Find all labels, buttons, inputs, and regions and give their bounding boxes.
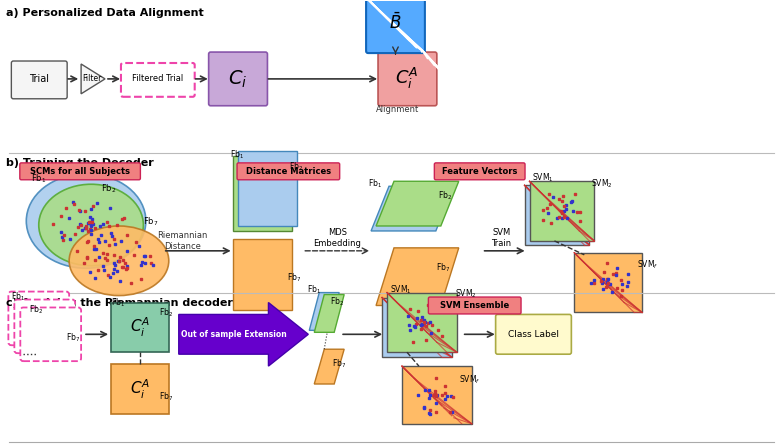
FancyBboxPatch shape [496,314,572,354]
Text: $C^A_i$: $C^A_i$ [130,377,150,401]
Polygon shape [314,294,345,332]
Text: $C_i$: $C_i$ [228,68,247,90]
Bar [111,302,169,352]
Text: Feature Vectors: Feature Vectors [442,167,518,176]
Ellipse shape [69,226,169,296]
Bar [111,364,169,414]
Bar [387,293,456,352]
Text: SVM$_2$: SVM$_2$ [455,288,476,300]
Text: SVM$_1$: SVM$_1$ [532,171,554,184]
Text: a) Personalized Data Alignment: a) Personalized Data Alignment [6,9,204,18]
Bar [575,253,642,312]
Bar [233,156,292,231]
Polygon shape [309,293,339,330]
Bar [233,239,292,310]
Text: Fb$_7$: Fb$_7$ [66,331,81,344]
Bar [525,185,590,245]
Text: Filtered Trial: Filtered Trial [132,74,183,83]
Text: Fb$_2$: Fb$_2$ [101,182,117,195]
Text: c) Applying the Riemannian decoder: c) Applying the Riemannian decoder [6,297,233,307]
Polygon shape [371,186,454,231]
Text: Fb$_7$: Fb$_7$ [436,262,450,274]
Text: $C^A_i$: $C^A_i$ [395,66,419,91]
Text: $C^A_i$: $C^A_i$ [130,316,150,339]
Text: Fb$_1$: Fb$_1$ [307,284,322,296]
Text: Fb$_2$: Fb$_2$ [438,189,452,202]
Text: SVM$_f$: SVM$_f$ [459,373,480,386]
Text: SCMs for all Subjects: SCMs for all Subjects [30,167,130,176]
Text: Fb$_1$: Fb$_1$ [229,148,244,161]
Text: Filter: Filter [82,74,102,83]
FancyBboxPatch shape [366,0,425,53]
Text: SVM$_1$: SVM$_1$ [390,284,412,296]
FancyBboxPatch shape [378,52,437,106]
Polygon shape [376,248,459,306]
FancyBboxPatch shape [20,307,81,361]
Text: Alignment: Alignment [376,105,419,114]
Polygon shape [314,349,345,384]
Text: SVM Ensemble: SVM Ensemble [440,301,509,310]
Text: Fb$_7$: Fb$_7$ [287,271,301,284]
FancyBboxPatch shape [14,300,75,353]
Text: Fb$_1$: Fb$_1$ [11,291,26,303]
Bar [237,151,298,226]
Ellipse shape [27,174,146,268]
FancyBboxPatch shape [9,292,69,345]
Text: Fb$_2$: Fb$_2$ [290,160,304,173]
Text: Fb$_1$: Fb$_1$ [31,172,47,185]
FancyBboxPatch shape [121,63,195,97]
Text: Class Label: Class Label [508,330,559,339]
Polygon shape [376,181,459,226]
Text: SVM$_f$: SVM$_f$ [637,259,659,271]
Text: Trial: Trial [29,74,49,84]
FancyBboxPatch shape [20,163,140,180]
Text: Distance Matrices: Distance Matrices [246,167,331,176]
Text: Riemannian
Distance: Riemannian Distance [157,231,208,250]
FancyBboxPatch shape [237,163,340,180]
Text: Fb$_7$: Fb$_7$ [159,391,173,403]
Polygon shape [81,64,105,94]
Text: Fb$_7$: Fb$_7$ [143,216,158,228]
Text: Fb$_1$: Fb$_1$ [368,177,382,190]
Bar [402,366,471,424]
FancyBboxPatch shape [428,297,521,314]
Text: MDS
Embedding: MDS Embedding [313,228,361,248]
Polygon shape [179,302,309,366]
Bar [529,181,594,241]
FancyBboxPatch shape [208,52,268,106]
Ellipse shape [38,184,143,266]
Text: Out of sample Extension: Out of sample Extension [181,330,287,339]
Text: Fb$_2$: Fb$_2$ [330,296,345,308]
Text: b) Training the Decoder: b) Training the Decoder [6,159,154,168]
Text: Fb$_1$: Fb$_1$ [111,297,125,309]
FancyBboxPatch shape [435,163,525,180]
Text: SVM$_2$: SVM$_2$ [591,177,613,190]
Text: $\bar{B}$: $\bar{B}$ [389,13,402,34]
Text: Fb$_7$: Fb$_7$ [332,357,347,370]
Text: SVM
Train: SVM Train [492,228,511,248]
Bar [382,297,452,357]
FancyBboxPatch shape [11,61,67,99]
Text: Fb$_2$: Fb$_2$ [159,306,173,319]
Text: Fb$_2$: Fb$_2$ [29,303,44,316]
